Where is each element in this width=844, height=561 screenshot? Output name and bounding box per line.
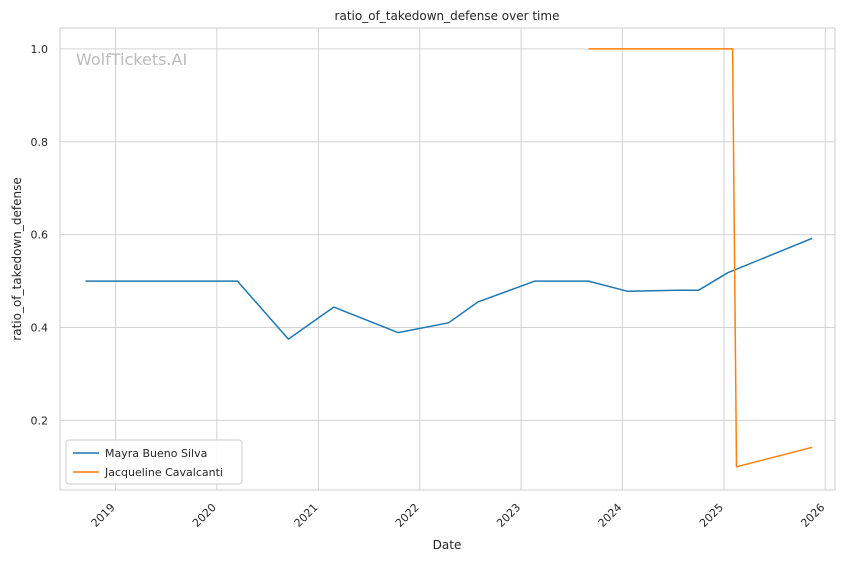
legend-label-jacqueline-cavalcanti: Jacqueline Cavalcanti	[104, 466, 223, 479]
series-layer	[85, 48, 813, 468]
series-line-jacqueline-cavalcanti	[588, 48, 813, 468]
legend: Mayra Bueno Silva Jacqueline Cavalcanti	[65, 439, 243, 485]
series-line-mayra-bueno-silva	[85, 237, 813, 340]
y-tick-label: 0.4	[31, 321, 49, 334]
y-tick-label: 0.2	[31, 414, 49, 427]
y-axis-title: ratio_of_takedown_defense	[10, 177, 24, 340]
grid	[60, 28, 835, 490]
chart-title: ratio_of_takedown_defense over time	[335, 9, 560, 23]
watermark: WolfTickets.AI	[76, 50, 187, 69]
legend-box	[65, 439, 243, 485]
x-axis-title: Date	[433, 538, 462, 552]
legend-label-mayra-bueno-silva: Mayra Bueno Silva	[105, 447, 207, 460]
y-tick-label: 1.0	[31, 43, 49, 56]
y-tick-label: 0.6	[31, 229, 49, 242]
y-tick-label: 0.8	[31, 136, 49, 149]
plot-area-frame	[59, 27, 836, 491]
